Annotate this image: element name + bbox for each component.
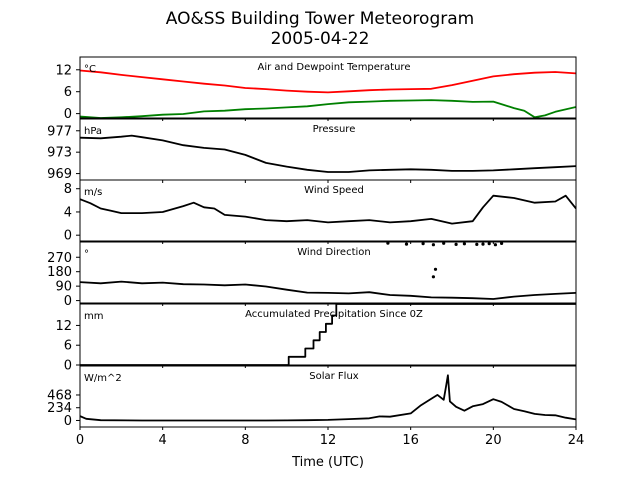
scatter-point: [500, 242, 504, 245]
scatter-point: [433, 267, 438, 271]
x-axis-label: Time (UTC): [291, 455, 364, 470]
panel-unit-label: W/m^2: [84, 373, 122, 384]
y-tick-label: 180: [47, 265, 72, 280]
y-tick-label: 90: [55, 280, 72, 295]
panel-title: Solar Flux: [309, 371, 359, 382]
x-tick-label: 12: [320, 433, 337, 448]
scatter-point: [404, 242, 409, 246]
x-tick-label: 24: [568, 433, 585, 448]
y-tick-label: 8: [64, 182, 72, 197]
panel-unit-label: m/s: [84, 187, 102, 198]
panel-unit-label: hPa: [84, 126, 102, 137]
series-line-2-0: [80, 194, 576, 225]
panel-title: Air and Dewpoint Temperature: [258, 62, 411, 73]
chart-subtitle-date: 2005-04-22: [271, 29, 370, 49]
y-tick-label: 0: [64, 107, 72, 122]
scatter-point: [481, 242, 485, 246]
series-line-5-0: [80, 374, 576, 422]
scatter-point: [431, 275, 435, 279]
x-tick-label: 0: [76, 433, 84, 448]
panel-title: Wind Direction: [297, 247, 371, 258]
scatter-point: [487, 242, 491, 246]
chart-title: AO&SS Building Tower Meteorogram: [166, 9, 474, 29]
y-tick-label: 234: [47, 401, 72, 416]
panel-1: 977 973 969 Pressure hPa: [47, 118, 577, 183]
scatter-point: [493, 243, 497, 247]
panel-unit-label: mm: [84, 311, 103, 322]
scatter-point: [462, 242, 466, 246]
x-axis: 0 4 8 12 16 20 24: [76, 433, 584, 448]
y-tick-label: 969: [47, 167, 72, 182]
y-tick-label: 468: [47, 388, 72, 403]
x-tick-label: 16: [402, 433, 419, 448]
panel-title: Accumulated Precipitation Since 0Z: [245, 309, 423, 320]
panel-4: 12 6 0 Accumulated Precipitation Since 0Z mm: [55, 303, 577, 374]
y-tick-label: 977: [47, 124, 72, 139]
series-line-0-1: [80, 99, 576, 118]
y-tick-label: 0: [64, 359, 72, 374]
scatter-point: [431, 243, 435, 247]
x-tick-label: 8: [241, 433, 249, 448]
scatter-point: [475, 242, 479, 246]
series-line-4-0: [80, 304, 576, 365]
scatter-point: [386, 242, 390, 245]
y-tick-label: 0: [64, 229, 72, 244]
y-tick-label: 6: [64, 85, 72, 100]
series-line-1-0: [80, 134, 576, 173]
y-tick-label: 0: [64, 294, 72, 309]
scatter-point: [454, 242, 458, 246]
panel-title: Wind Speed: [304, 185, 364, 196]
series-line-0-0: [80, 69, 576, 94]
x-tick-label: 4: [159, 433, 167, 448]
scatter-point: [421, 242, 425, 246]
panel-2: 8 4 0 Wind Speed m/s: [64, 179, 577, 244]
scatter-point: [442, 242, 446, 245]
y-tick-label: 270: [47, 251, 72, 266]
y-tick-label: 6: [64, 339, 72, 354]
x-tick-label: 20: [485, 433, 502, 448]
y-tick-label: 973: [47, 146, 72, 161]
panel-unit-label: °C: [84, 64, 96, 75]
panel-unit-label: °: [84, 249, 89, 260]
y-tick-label: 12: [55, 319, 72, 334]
panels-group: 12 6 0 Air and Dewpoint Temperature °C 977 973…: [47, 56, 577, 430]
y-tick-label: 4: [64, 205, 72, 220]
y-tick-label: 12: [55, 63, 72, 78]
y-tick-label: 0: [64, 414, 72, 429]
series-line-3-0: [80, 280, 576, 300]
panel-title: Pressure: [313, 124, 356, 135]
panel-0: 12 6 0 Air and Dewpoint Temperature °C: [55, 56, 577, 122]
